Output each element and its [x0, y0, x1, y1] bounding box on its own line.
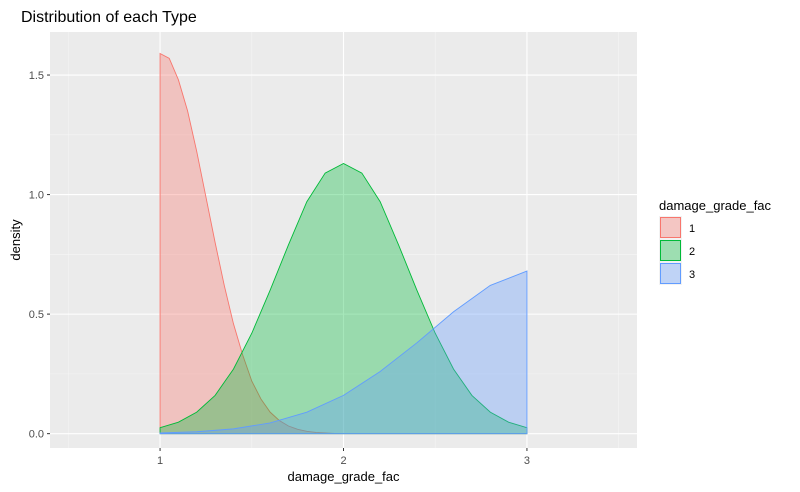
density-area-1: [160, 53, 527, 434]
y-tick-label: 1.0: [29, 190, 44, 202]
density-line-3: [159, 270, 528, 435]
legend-key-bg: [659, 262, 682, 285]
legend-title: damage_grade_fac: [659, 198, 772, 213]
legend-label-3: 3: [689, 269, 695, 281]
legend-label-1: 1: [689, 223, 695, 235]
density-line-2: [159, 162, 528, 435]
x-axis: 1 2 3: [157, 448, 530, 467]
legend-swatch-1: [660, 217, 681, 238]
y-tick-label: 0.5: [29, 309, 44, 321]
density-area-2: [160, 163, 527, 434]
chart-title: Distribution of each Type: [21, 9, 197, 26]
y-tick-label: 1.5: [29, 70, 44, 82]
x-axis-title: damage_grade_fac: [287, 469, 400, 484]
legend: damage_grade_fac 1 2 3: [659, 198, 772, 285]
x-tick-label: 3: [524, 455, 530, 467]
series-layer: [159, 52, 528, 435]
legend-label-2: 2: [689, 246, 695, 258]
x-tick-label: 1: [157, 455, 163, 467]
y-tick-label: 0.0: [29, 429, 44, 441]
legend-key-bg: [659, 216, 682, 239]
x-tick-label: 2: [340, 455, 346, 467]
density-area-3: [160, 271, 527, 434]
legend-key-bg: [659, 239, 682, 262]
legend-swatch-2: [660, 240, 681, 261]
legend-swatch-3: [660, 263, 681, 284]
y-axis-title: density: [8, 219, 23, 261]
y-axis: 0.0 0.5 1.0 1.5: [29, 70, 50, 441]
